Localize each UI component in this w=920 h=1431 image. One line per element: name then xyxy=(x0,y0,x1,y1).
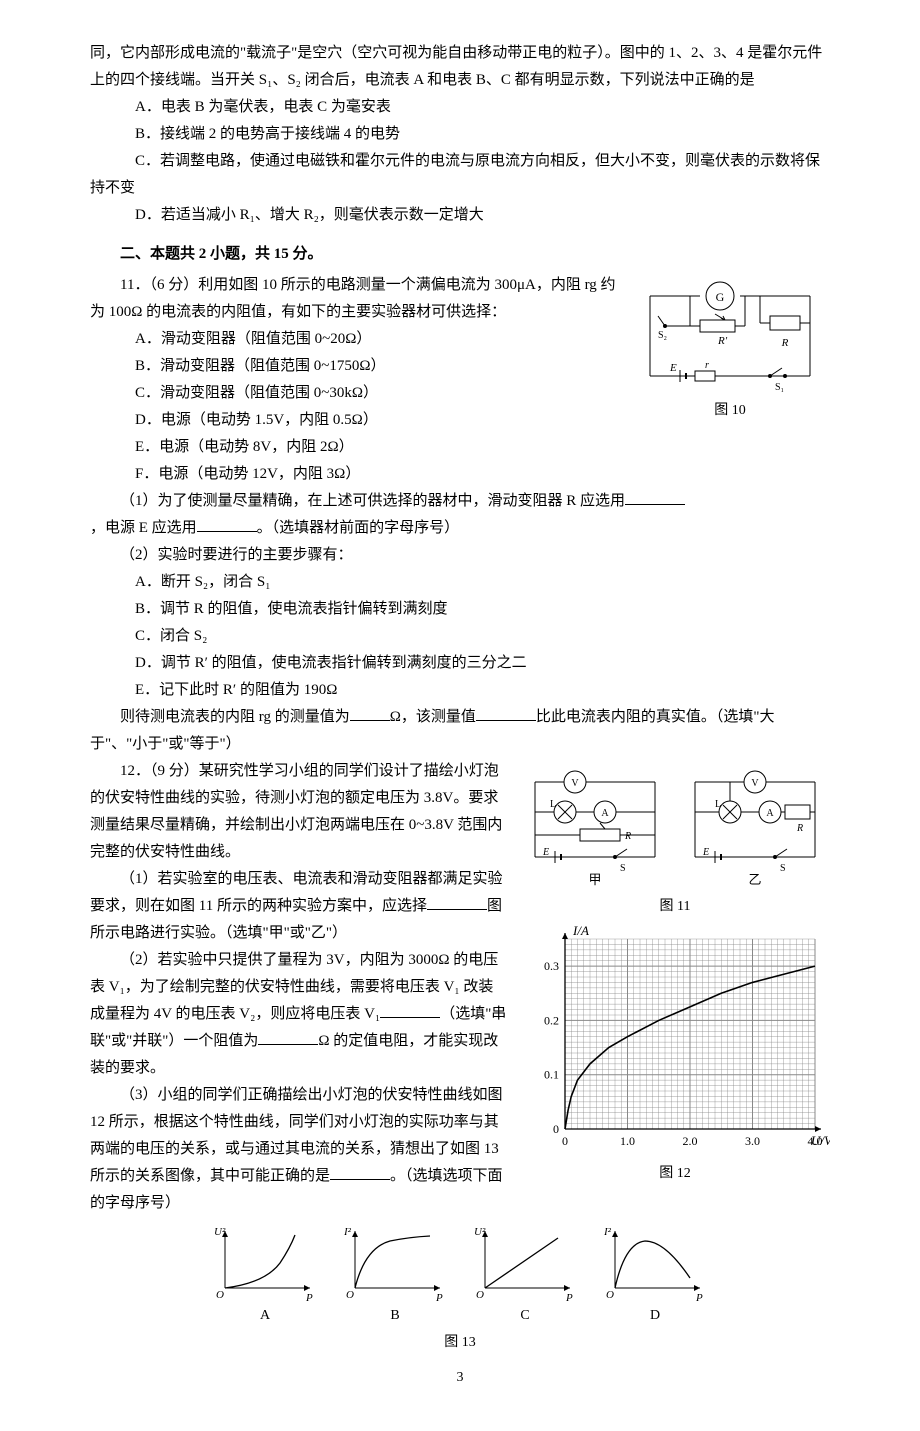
q10-opt-c: C．若调整电路，使通过电磁铁和霍尔元件的电流与原电流方向相反，但大小不变，则毫伏… xyxy=(90,153,820,196)
q11-opt-f: F．电源（电动势 12V，内阻 3Ω） xyxy=(90,461,830,488)
blank-e xyxy=(197,517,257,532)
svg-text:S₂: S₂ xyxy=(658,330,667,341)
figure-12-chart: 00.10.20.301.02.03.04.0I/AU/V xyxy=(520,919,830,1159)
svg-text:O: O xyxy=(476,1289,484,1301)
q11-p1-b: ，电源 E 应选用 xyxy=(90,520,197,536)
q11-p1: （1）为了使测量尽量精确，在上述可供选择的器材中，滑动变阻器 R 应选用 ，电源… xyxy=(90,488,830,542)
svg-text:G: G xyxy=(716,290,725,304)
svg-text:R: R xyxy=(796,823,803,834)
svg-text:V: V xyxy=(751,778,759,789)
q11-step-e: E．记下此时 R′ 的阻值为 190Ω xyxy=(90,677,830,704)
fig13-c: U² P O xyxy=(470,1223,580,1303)
svg-text:L: L xyxy=(715,799,721,810)
figure-11-12: V L A R E S 甲 xyxy=(520,762,830,1186)
q11-p1-c: 。（选填器材前面的字母序号） xyxy=(257,520,460,536)
q10-opt-b: B．接线端 2 的电势高于接线端 4 的电势 xyxy=(90,121,830,148)
fig13-d-label: D xyxy=(600,1303,710,1328)
svg-text:I/A: I/A xyxy=(572,923,589,938)
svg-text:0.3: 0.3 xyxy=(544,959,559,973)
figure-10: G R S₂ R′ E r S₁ xyxy=(630,276,830,423)
svg-text:U/V: U/V xyxy=(811,1133,830,1148)
blank-r xyxy=(625,490,685,505)
fig13-a-label: A xyxy=(210,1303,320,1328)
svg-text:0.1: 0.1 xyxy=(544,1068,559,1082)
fig13-b: I² P O xyxy=(340,1223,450,1303)
page-number: 3 xyxy=(90,1365,830,1390)
svg-text:A: A xyxy=(766,808,774,819)
svg-text:I²: I² xyxy=(603,1226,612,1238)
svg-text:E: E xyxy=(542,847,549,858)
svg-text:S: S xyxy=(620,863,626,874)
q11-p2: （2）实验时要进行的主要步骤有： xyxy=(90,542,830,569)
section2-title: 二、本题共 2 小题，共 15 分。 xyxy=(90,241,830,268)
svg-text:P: P xyxy=(695,1292,703,1303)
svg-text:S: S xyxy=(780,863,786,874)
blank-opt xyxy=(330,1165,390,1180)
q10-opt-a: A．电表 B 为毫伏表，电表 C 为毫安表 xyxy=(90,94,830,121)
blank-res xyxy=(258,1030,318,1045)
svg-text:r: r xyxy=(705,360,709,371)
blank-sp xyxy=(380,1003,440,1018)
q10-opt-c-line: C．若调整电路，使通过电磁铁和霍尔元件的电流与原电流方向相反，但大小不变，则毫伏… xyxy=(90,148,830,202)
q11-step-d: D．调节 R′ 的阻值，使电流表指针偏转到满刻度的三分之二 xyxy=(90,650,830,677)
figure-13-label: 图 13 xyxy=(90,1330,830,1355)
q11-step-b: B．调节 R 的阻值，使电流表指针偏转到满刻度 xyxy=(90,596,830,623)
q11-step-c: C．闭合 S₂ xyxy=(90,623,830,650)
q10-intro: 同，它内部形成电流的"载流子"是空穴（空穴可视为能自由移动带正电的粒子）。图中的… xyxy=(90,40,830,94)
svg-text:R: R xyxy=(624,831,631,842)
blank-rg xyxy=(350,706,390,721)
fig13-c-label: C xyxy=(470,1303,580,1328)
fig11-sub-b: 乙 xyxy=(748,872,761,887)
figure-10-label: 图 10 xyxy=(630,398,830,423)
svg-text:L: L xyxy=(550,799,556,810)
svg-text:3.0: 3.0 xyxy=(745,1134,760,1148)
q11-stem-text: 11．（6 分）利用如图 10 所示的电路测量一个满偏电流为 300μA，内阻 … xyxy=(90,277,616,320)
svg-text:I²: I² xyxy=(343,1226,352,1238)
fig13-a: U² P O xyxy=(210,1223,320,1303)
figure-12-label: 图 12 xyxy=(520,1161,830,1186)
svg-text:E: E xyxy=(669,362,677,374)
svg-text:A: A xyxy=(601,808,609,819)
q11-p1-a: （1）为了使测量尽量精确，在上述可供选择的器材中，滑动变阻器 R 应选用 xyxy=(120,493,625,509)
svg-text:0: 0 xyxy=(553,1122,559,1136)
q11-step-a: A．断开 S₂，闭合 S₁ xyxy=(90,569,830,596)
q11-tail: 则待测电流表的内阻 rg 的测量值为Ω，该测量值比此电流表内阻的真实值。（选填"… xyxy=(90,704,830,758)
svg-text:P: P xyxy=(305,1292,313,1303)
svg-text:O: O xyxy=(346,1289,354,1301)
svg-text:U²: U² xyxy=(214,1226,226,1238)
q11-tail-1: 则待测电流表的内阻 rg 的测量值为 xyxy=(120,709,350,725)
fig13-b-label: B xyxy=(340,1303,450,1328)
q11-tail-2: Ω，该测量值 xyxy=(390,709,476,725)
fig11-sub-a: 甲 xyxy=(588,872,601,887)
q11-opt-e: E．电源（电动势 8V，内阻 2Ω） xyxy=(90,434,830,461)
svg-text:E: E xyxy=(702,847,709,858)
svg-text:P: P xyxy=(565,1292,573,1303)
svg-text:O: O xyxy=(606,1289,614,1301)
figure-13: U² P O A I² P O B U² P O C xyxy=(90,1223,830,1328)
svg-text:R′: R′ xyxy=(717,335,728,347)
svg-text:2.0: 2.0 xyxy=(683,1134,698,1148)
fig13-d: I² P O xyxy=(600,1223,710,1303)
blank-scheme xyxy=(427,895,487,910)
svg-text:0: 0 xyxy=(562,1134,568,1148)
figure-11-label: 图 11 xyxy=(520,894,830,919)
svg-text:0.2: 0.2 xyxy=(544,1014,559,1028)
blank-cmp xyxy=(476,706,536,721)
q10-opt-d: D．若适当减小 R₁、增大 R₂，则毫伏表示数一定增大 xyxy=(90,202,830,229)
svg-text:1.0: 1.0 xyxy=(620,1134,635,1148)
q10-intro-text: 同，它内部形成电流的"载流子"是空穴（空穴可视为能自由移动带正电的粒子）。图中的… xyxy=(90,45,822,88)
svg-text:V: V xyxy=(571,778,579,789)
svg-text:S₁: S₁ xyxy=(775,382,784,393)
svg-text:R: R xyxy=(781,337,789,349)
svg-text:P: P xyxy=(435,1292,443,1303)
svg-text:U²: U² xyxy=(474,1226,486,1238)
svg-text:O: O xyxy=(216,1289,224,1301)
